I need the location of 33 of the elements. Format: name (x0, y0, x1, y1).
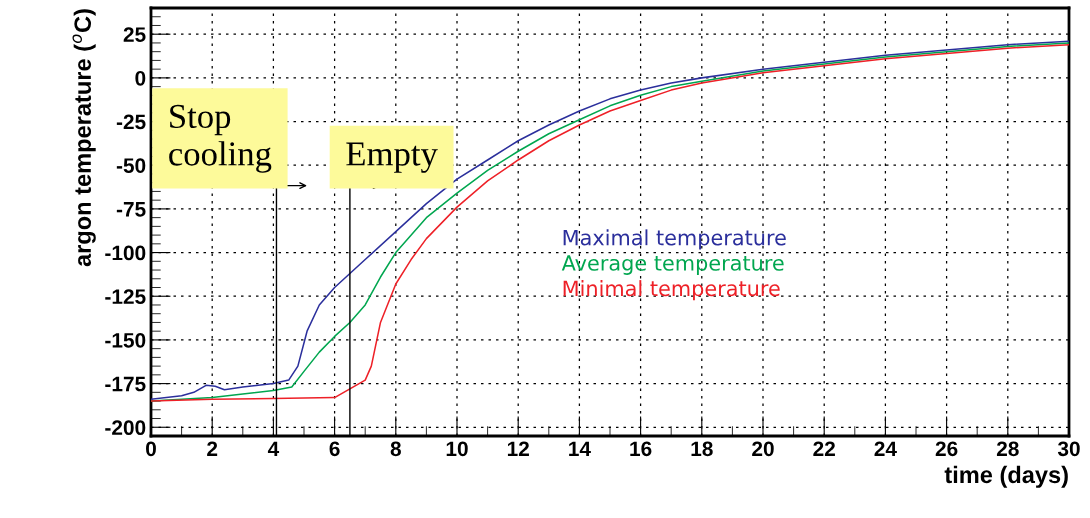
y-tick-label: -125 (105, 289, 146, 304)
x-tick-label: 28 (996, 441, 1019, 457)
x-tick-label: 6 (329, 441, 340, 457)
x-tick-label: 4 (267, 441, 280, 456)
y-tick-label: -100 (105, 245, 146, 261)
text: Maximal temperature (563, 229, 786, 250)
x-tick-label: 18 (691, 441, 713, 457)
x-tick-label: 12 (507, 441, 529, 456)
y-tick-label: -175 (105, 376, 146, 392)
y-tick-label: 0 (135, 70, 146, 86)
x-tick-label: 16 (630, 441, 652, 457)
x-tick-label: 22 (813, 441, 835, 456)
x-tick-label: 24 (874, 441, 897, 456)
x-axis-title: time (days) (944, 465, 1068, 488)
y-tick-label: -50 (116, 158, 146, 173)
y-tick-label: -75 (116, 202, 146, 217)
x-tick-label: 0 (146, 441, 156, 457)
ref-line-label: Stop cooling (169, 104, 272, 173)
text: Average temperature (561, 255, 784, 275)
x-tick-label: 20 (752, 441, 774, 457)
x-tick-label: 14 (569, 441, 591, 456)
y-tick-label: 25 (123, 27, 146, 42)
x-tick-label: 2 (207, 441, 218, 456)
x-tick-label: 8 (390, 441, 401, 457)
y-axis-title: argon temperature ($^{o}$C) (72, 9, 96, 267)
x-tick-label: 30 (1057, 441, 1080, 457)
x-tick-label: 10 (446, 441, 468, 457)
text: Minimal temperature (563, 280, 780, 301)
y-tick-label: -150 (105, 332, 146, 348)
y-tick-label: -25 (116, 114, 146, 130)
x-tick-label: 26 (935, 441, 958, 457)
y-tick-label: -200 (105, 420, 146, 436)
ref-line-label: Empty (346, 142, 438, 173)
